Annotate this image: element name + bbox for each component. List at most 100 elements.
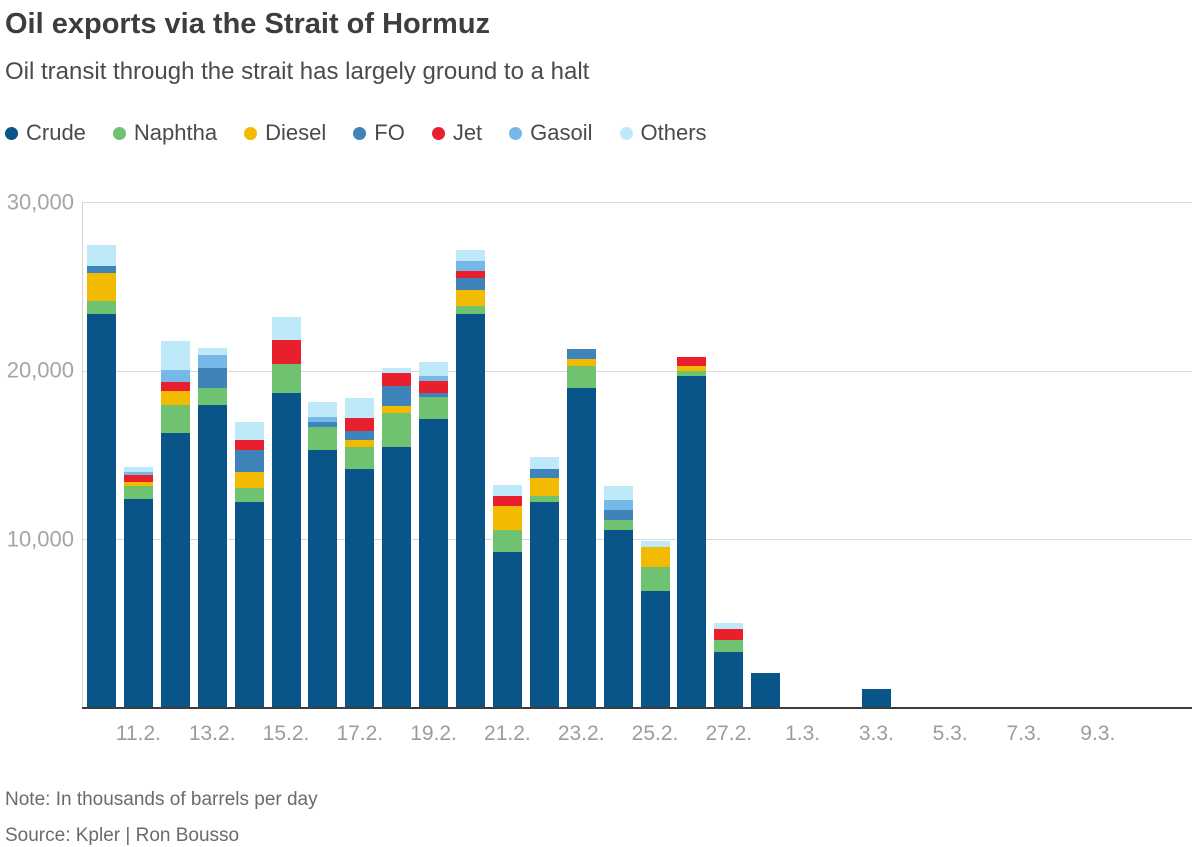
legend-item-label: Naphtha bbox=[133, 120, 218, 145]
legend-item-jet: Jet bbox=[431, 120, 483, 146]
bar-segment-others bbox=[529, 457, 559, 470]
bar-segment-naphtha bbox=[492, 529, 522, 553]
bar-segment-others bbox=[123, 466, 153, 472]
x-axis-label: 1.3. bbox=[785, 722, 821, 745]
bar-20.2. bbox=[456, 250, 485, 708]
bar-segment-diesel bbox=[382, 406, 412, 414]
bar-segment-jet bbox=[382, 372, 412, 386]
bar-segment-crude bbox=[419, 419, 449, 708]
bar-segment-crude bbox=[160, 432, 190, 708]
bar-segment-diesel bbox=[456, 289, 485, 306]
legend-dot-icon bbox=[112, 126, 126, 140]
bar-segment-others bbox=[419, 362, 449, 377]
bar-23.2. bbox=[566, 348, 596, 708]
chart-title: Oil exports via the Strait of Hormuz bbox=[5, 8, 491, 40]
bar-segment-naphtha bbox=[123, 486, 153, 500]
bar-segment-crude bbox=[529, 501, 559, 708]
y-axis-line bbox=[82, 202, 83, 708]
bar-segment-crude bbox=[308, 450, 338, 708]
bar-19.2. bbox=[419, 362, 449, 708]
x-axis-label: 7.3. bbox=[1006, 722, 1042, 745]
bar-segment-others bbox=[714, 622, 744, 629]
bar-22.2. bbox=[529, 457, 559, 708]
bar-segment-fo bbox=[345, 431, 375, 441]
bar-13.2. bbox=[197, 347, 227, 708]
bar-segment-crude bbox=[492, 552, 522, 708]
legend-item-fo: FO bbox=[353, 120, 405, 146]
y-axis-label: 20,000 bbox=[6, 357, 74, 383]
bar-15.2. bbox=[271, 317, 301, 708]
x-axis-label: 17.2. bbox=[336, 722, 384, 745]
bar-27.2. bbox=[714, 622, 744, 708]
x-axis-label: 9.3. bbox=[1080, 722, 1116, 745]
legend-item-naphtha: Naphtha bbox=[112, 120, 218, 146]
bar-18.2. bbox=[382, 367, 412, 708]
bar-segment-diesel bbox=[234, 472, 264, 489]
legend-dot-icon bbox=[431, 126, 445, 140]
x-axis-label: 25.2. bbox=[631, 722, 679, 745]
bar-26.2. bbox=[677, 357, 707, 708]
bar-segment-gasoil bbox=[419, 376, 449, 382]
bar-segment-fo bbox=[529, 469, 559, 478]
source-text: Source: Kpler | Ron Bousso bbox=[5, 825, 240, 846]
bar-segment-naphtha bbox=[87, 301, 116, 314]
bar-segment-naphtha bbox=[529, 495, 559, 502]
gridline-10,000 bbox=[82, 539, 1192, 540]
y-axis-label: 10,000 bbox=[6, 525, 74, 551]
legend-item-label: Crude bbox=[26, 120, 86, 145]
bar-segment-crude bbox=[234, 502, 264, 708]
legend-dot-icon bbox=[5, 126, 18, 140]
x-axis-label: 23.2. bbox=[557, 722, 605, 745]
x-axis-label: 15.2. bbox=[262, 722, 310, 745]
bar-segment-naphtha bbox=[382, 413, 412, 447]
bar-25.2. bbox=[640, 540, 670, 708]
bar-segment-fo bbox=[603, 510, 633, 521]
bar-segment-others bbox=[492, 485, 522, 497]
bar-segment-others bbox=[271, 317, 301, 340]
bar-segment-naphtha bbox=[566, 366, 596, 388]
note-text: Note: In thousands of barrels per day bbox=[5, 789, 318, 810]
bar-segment-naphtha bbox=[419, 397, 449, 420]
bar-segment-naphtha bbox=[308, 427, 338, 451]
legend-item-others: Others bbox=[619, 120, 707, 146]
bar-segment-fo bbox=[456, 277, 485, 290]
bar-segment-naphtha bbox=[271, 363, 301, 393]
legend: Crude Naphtha Diesel FO Jet Gasoil Others bbox=[5, 120, 707, 146]
bar-segment-others bbox=[640, 540, 670, 547]
bar-segment-naphtha bbox=[197, 388, 227, 405]
bar-segment-diesel bbox=[492, 506, 522, 530]
y-axis-label: 30,000 bbox=[6, 188, 74, 214]
bar-28.2. bbox=[751, 672, 781, 708]
bar-segment-fo bbox=[419, 393, 449, 398]
legend-item-diesel: Diesel bbox=[244, 120, 326, 146]
bar-segment-crude bbox=[714, 652, 744, 708]
bar-segment-jet bbox=[492, 496, 522, 507]
bar-segment-jet bbox=[123, 474, 153, 482]
x-axis-label: 13.2. bbox=[188, 722, 236, 745]
bar-segment-crude bbox=[603, 530, 633, 708]
bar-segment-naphtha bbox=[677, 370, 707, 377]
legend-item-label: Gasoil bbox=[530, 120, 593, 145]
legend-dot-icon bbox=[244, 126, 258, 140]
x-axis-label: 19.2. bbox=[410, 722, 457, 745]
bar-segment-others bbox=[345, 398, 375, 419]
bar-segment-crude bbox=[87, 313, 116, 708]
bar-segment-diesel bbox=[123, 481, 153, 487]
legend-item-label: Jet bbox=[452, 120, 483, 145]
legend-item-crude: Crude bbox=[5, 120, 86, 146]
bar-segment-crude bbox=[123, 499, 153, 708]
legend-dot-icon bbox=[353, 126, 367, 140]
bar-segment-gasoil bbox=[603, 500, 633, 511]
x-axis-label: 5.3. bbox=[932, 722, 968, 745]
bar-segment-fo bbox=[308, 421, 338, 428]
bar-segment-diesel bbox=[640, 546, 670, 567]
bar-segment-diesel bbox=[160, 391, 190, 406]
bar-segment-naphtha bbox=[234, 488, 264, 503]
bar-segment-others bbox=[234, 422, 264, 440]
bar-segment-fo bbox=[566, 348, 596, 359]
bar-10.2. bbox=[87, 244, 116, 708]
bar-11.2. bbox=[123, 466, 153, 708]
bar-24.2. bbox=[603, 486, 633, 708]
bar-segment-diesel bbox=[87, 273, 116, 302]
